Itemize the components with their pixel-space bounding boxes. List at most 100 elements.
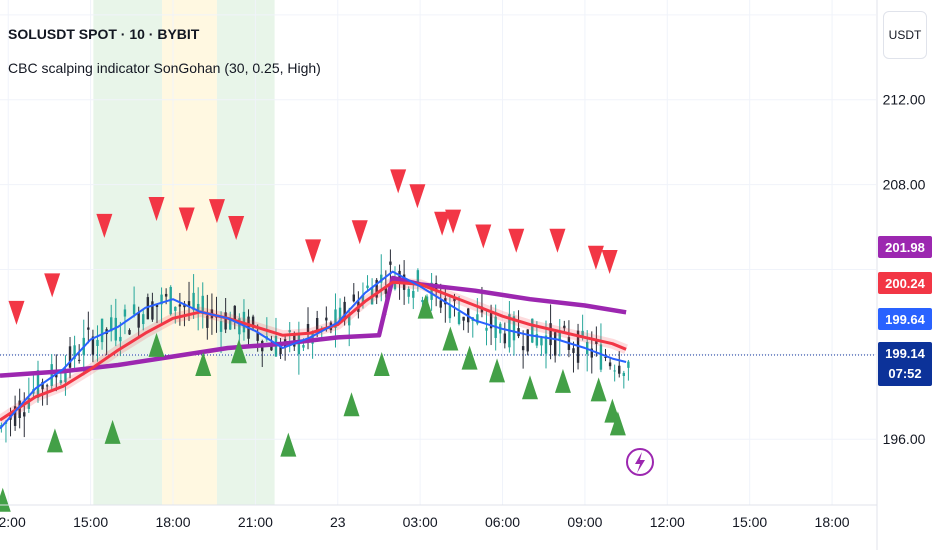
candle-body xyxy=(206,315,209,328)
price-tag-last: 199.14 07:52 xyxy=(878,342,932,386)
candle-body xyxy=(375,279,378,298)
currency-button[interactable]: USDT xyxy=(883,11,927,59)
candle-body xyxy=(540,337,543,346)
buy-signal-marker xyxy=(148,332,165,357)
candle-body xyxy=(132,304,136,315)
sell-signal-marker xyxy=(228,216,245,241)
candle-body xyxy=(476,314,479,324)
bar-countdown: 07:52 xyxy=(888,366,922,381)
candle-body xyxy=(155,304,159,308)
candle-body xyxy=(627,361,630,368)
sell-signal-marker xyxy=(475,224,492,249)
time-axis[interactable]: 12:00 15:00 18:00 21:00 23 03:00 06:00 09:00 12:… xyxy=(0,514,850,530)
sell-signal-marker xyxy=(178,207,195,232)
price-axis[interactable]: 196.00 208.00 212.00 xyxy=(883,92,926,447)
candle-body xyxy=(485,327,488,331)
buy-signal-marker xyxy=(417,294,434,319)
candle-body xyxy=(563,325,566,329)
chart-series xyxy=(0,249,630,443)
candle-body xyxy=(558,331,561,341)
candle-body xyxy=(581,330,584,337)
price-tick-label: 196.00 xyxy=(883,431,926,447)
sell-signal-marker xyxy=(587,245,604,270)
candle-body xyxy=(41,381,44,390)
candle-body xyxy=(293,333,296,347)
candle-body xyxy=(256,332,259,341)
candle-body xyxy=(503,333,507,344)
candle-body xyxy=(279,345,282,355)
candle-body xyxy=(439,300,442,308)
candle-body xyxy=(608,362,612,367)
candle-body xyxy=(36,370,40,398)
buy-signal-marker xyxy=(489,358,506,383)
candle-body xyxy=(73,345,76,359)
candle-body xyxy=(343,301,346,321)
candle-body xyxy=(306,323,310,335)
buy-signal-marker xyxy=(195,351,212,376)
candle-body xyxy=(77,359,81,361)
buy-signal-marker xyxy=(590,377,607,402)
time-tick-label: 21:00 xyxy=(238,514,273,530)
candle-body xyxy=(521,346,525,351)
sell-signal-marker xyxy=(434,211,451,236)
candle-body xyxy=(50,364,53,387)
time-tick-label: 09:00 xyxy=(567,514,602,530)
candle-body xyxy=(544,335,548,354)
candle-body xyxy=(45,385,49,387)
candle-body xyxy=(187,301,191,307)
candle-body xyxy=(380,274,383,283)
buy-signal-marker xyxy=(554,368,571,393)
candle-body xyxy=(512,316,516,341)
session-band xyxy=(216,0,275,505)
candle-body xyxy=(393,279,397,290)
candle-body xyxy=(64,369,67,383)
last-price-value: 199.14 xyxy=(885,346,925,361)
blue-line xyxy=(0,270,627,430)
candle-body xyxy=(219,321,223,332)
candle-body xyxy=(160,294,163,305)
purple-line xyxy=(0,275,627,378)
sell-signal-marker xyxy=(305,239,322,264)
buy-signal-marker xyxy=(230,339,247,364)
candle-body xyxy=(595,341,598,345)
candle-body xyxy=(27,397,31,409)
candle-body xyxy=(361,294,365,305)
time-tick-label: 15:00 xyxy=(73,514,108,530)
candle-body xyxy=(389,261,392,265)
candle-body xyxy=(590,348,593,358)
candle-body xyxy=(68,346,72,368)
candle-body xyxy=(416,270,420,285)
price-tag-purple: 201.98 xyxy=(878,236,932,258)
candle-body xyxy=(270,344,273,351)
candle-body xyxy=(128,330,131,335)
buy-signal-marker xyxy=(280,432,297,457)
price-tick-label: 208.00 xyxy=(883,177,926,193)
buy-signal-marker xyxy=(442,326,459,351)
sell-signal-marker xyxy=(508,228,525,253)
candle-body xyxy=(421,299,424,303)
candle-body xyxy=(233,305,236,321)
candle-body xyxy=(146,297,150,320)
sell-signal-marker xyxy=(549,228,566,253)
session-band xyxy=(162,0,217,505)
symbol-title[interactable]: SOLUSDT SPOT · 10 · BYBIT xyxy=(8,26,200,42)
buy-signal-marker xyxy=(461,345,478,370)
sell-signal-marker xyxy=(409,184,426,209)
candle-body xyxy=(297,334,301,355)
indicator-title[interactable]: CBC scalping indicator SonGohan (30, 0.2… xyxy=(8,60,321,76)
candle-body xyxy=(178,304,182,307)
buy-signal-marker xyxy=(609,411,626,436)
sell-signal-marker xyxy=(44,273,61,298)
candle-body xyxy=(489,312,493,329)
buy-signal-marker xyxy=(373,351,390,376)
candle-body xyxy=(229,318,232,330)
candle-body xyxy=(13,406,17,426)
candle-body xyxy=(123,309,127,317)
candle-body xyxy=(430,282,433,300)
lightning-icon[interactable] xyxy=(626,448,654,476)
candle-body xyxy=(599,344,603,370)
candle-body xyxy=(338,307,342,322)
candle-body xyxy=(91,336,95,355)
candle-body xyxy=(164,293,168,297)
